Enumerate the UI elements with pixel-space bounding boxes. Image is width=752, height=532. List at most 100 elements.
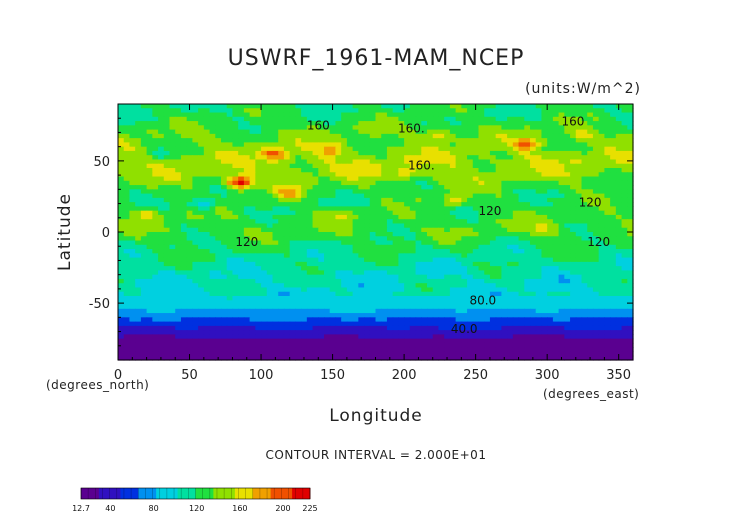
- heatmap-cell: [203, 206, 211, 212]
- heatmap-cell: [375, 249, 382, 254]
- heatmap-cell: [146, 142, 153, 148]
- heatmap-cell: [123, 138, 131, 143]
- heatmap-cell: [415, 202, 422, 207]
- heatmap-cell: [238, 223, 245, 229]
- heatmap-cell: [209, 180, 216, 186]
- heatmap-cell: [455, 278, 462, 284]
- heatmap-cell: [135, 189, 142, 195]
- heatmap-cell: [535, 121, 543, 126]
- heatmap-cell: [604, 325, 611, 331]
- heatmap-cell: [627, 270, 634, 276]
- heatmap-cell: [358, 270, 365, 276]
- heatmap-cell: [587, 197, 594, 203]
- heatmap-cell: [272, 283, 279, 289]
- heatmap-cell: [421, 321, 428, 327]
- heatmap-cell: [123, 176, 131, 182]
- heatmap-cell: [238, 227, 245, 233]
- heatmap-cell: [552, 253, 560, 259]
- heatmap-cell: [221, 104, 228, 109]
- heatmap-cell: [324, 172, 331, 178]
- heatmap-cell: [421, 112, 428, 118]
- heatmap-cell: [226, 232, 234, 237]
- heatmap-cell: [461, 129, 468, 135]
- heatmap-cell: [226, 300, 234, 306]
- heatmap-cell: [444, 168, 451, 173]
- heatmap-cell: [341, 210, 348, 216]
- heatmap-cell: [364, 150, 371, 156]
- heatmap-cell: [375, 321, 382, 327]
- heatmap-cell: [501, 266, 508, 271]
- heatmap-cell: [386, 296, 394, 301]
- heatmap-cell: [438, 308, 445, 314]
- heatmap-cell: [324, 104, 331, 109]
- heatmap-cell: [226, 244, 234, 250]
- heatmap-cell: [272, 308, 279, 314]
- heatmap-cell: [226, 138, 234, 143]
- heatmap-cell: [266, 321, 274, 327]
- heatmap-cell: [627, 227, 634, 233]
- heatmap-cell: [404, 227, 411, 233]
- heatmap-cell: [444, 308, 451, 314]
- heatmap-cell: [169, 193, 176, 199]
- heatmap-cell: [123, 202, 131, 207]
- heatmap-cell: [507, 146, 514, 152]
- heatmap-cell: [318, 338, 325, 344]
- heatmap-cell: [547, 261, 554, 267]
- heatmap-cell: [346, 317, 354, 323]
- heatmap-cell: [507, 266, 514, 271]
- heatmap-cell: [404, 121, 411, 126]
- heatmap-cell: [535, 142, 543, 148]
- heatmap-cell: [467, 193, 474, 199]
- heatmap-cell: [558, 261, 565, 267]
- heatmap-cell: [301, 197, 308, 203]
- heatmap-cell: [610, 283, 617, 289]
- heatmap-cell: [318, 240, 325, 246]
- heatmap-cell: [118, 287, 125, 293]
- heatmap-cell: [592, 197, 600, 203]
- heatmap-cell: [324, 168, 331, 173]
- heatmap-cell: [386, 283, 394, 289]
- heatmap-cell: [489, 296, 497, 301]
- heatmap-cell: [392, 304, 399, 310]
- heatmap-cell: [570, 278, 577, 284]
- heatmap-cell: [518, 150, 525, 156]
- heatmap-cell: [186, 283, 193, 289]
- heatmap-cell: [409, 227, 417, 233]
- heatmap-cell: [289, 176, 296, 182]
- heatmap-cell: [455, 172, 462, 178]
- heatmap-cell: [530, 240, 537, 246]
- heatmap-cell: [409, 202, 417, 207]
- heatmap-cell: [341, 270, 348, 276]
- heatmap-cell: [604, 155, 611, 161]
- heatmap-cell: [364, 274, 371, 280]
- heatmap-cell: [352, 185, 359, 190]
- heatmap-cell: [186, 108, 193, 114]
- heatmap-cell: [215, 266, 222, 271]
- heatmap-cell: [163, 142, 171, 148]
- heatmap-cell: [386, 193, 394, 199]
- heatmap-cell: [409, 210, 417, 216]
- heatmap-cell: [180, 121, 188, 126]
- heatmap-cell: [352, 150, 359, 156]
- heatmap-cell: [518, 202, 525, 207]
- heatmap-cell: [123, 249, 131, 254]
- heatmap-cell: [627, 176, 634, 182]
- heatmap-cell: [541, 304, 548, 310]
- heatmap-cell: [615, 257, 623, 263]
- heatmap-cell: [592, 283, 600, 289]
- heatmap-cell: [598, 133, 605, 139]
- heatmap-cell: [604, 291, 611, 297]
- heatmap-cell: [175, 338, 182, 344]
- heatmap-cell: [135, 125, 142, 131]
- heatmap-cell: [392, 146, 399, 152]
- heatmap-cell: [289, 168, 296, 173]
- heatmap-cell: [547, 283, 554, 289]
- heatmap-cell: [238, 133, 245, 139]
- heatmap-cell: [255, 270, 262, 276]
- heatmap-cell: [175, 112, 182, 118]
- heatmap-cell: [615, 313, 623, 318]
- heatmap-cell: [495, 300, 502, 306]
- heatmap-cell: [541, 129, 548, 135]
- heatmap-cell: [364, 180, 371, 186]
- heatmap-cell: [386, 274, 394, 280]
